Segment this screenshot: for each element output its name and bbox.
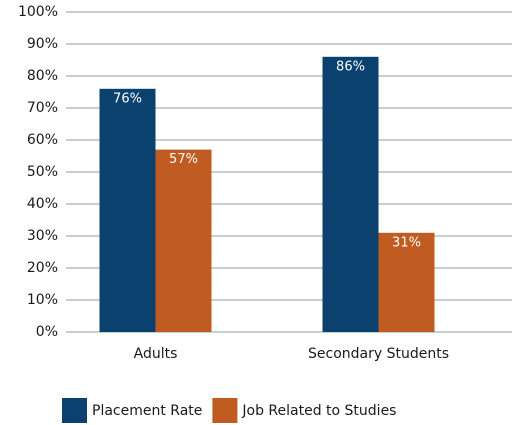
y-tick-label: 30% bbox=[27, 228, 58, 244]
x-tick-label: Adults bbox=[134, 346, 178, 362]
data-label: 86% bbox=[336, 59, 365, 74]
y-tick-label: 0% bbox=[36, 324, 58, 340]
legend-swatch bbox=[62, 398, 87, 423]
legend-label: Placement Rate bbox=[92, 403, 202, 419]
data-label: 57% bbox=[169, 152, 198, 167]
legend-label: Job Related to Studies bbox=[241, 403, 396, 419]
data-label: 76% bbox=[113, 91, 142, 106]
bar bbox=[322, 56, 379, 333]
y-tick-label: 80% bbox=[27, 68, 58, 84]
y-tick-label: 20% bbox=[27, 260, 58, 276]
y-tick-label: 90% bbox=[27, 36, 58, 52]
y-tick-label: 40% bbox=[27, 196, 58, 212]
y-tick-label: 70% bbox=[27, 100, 58, 116]
y-tick-label: 100% bbox=[18, 4, 58, 20]
bar bbox=[155, 149, 212, 332]
x-tick-label: Secondary Students bbox=[308, 346, 449, 362]
data-label: 31% bbox=[392, 235, 421, 250]
y-tick-label: 60% bbox=[27, 132, 58, 148]
y-tick-label: 50% bbox=[27, 164, 58, 180]
bar bbox=[378, 232, 435, 332]
bar bbox=[99, 88, 156, 332]
y-tick-label: 10% bbox=[27, 292, 58, 308]
legend-swatch bbox=[212, 398, 238, 423]
